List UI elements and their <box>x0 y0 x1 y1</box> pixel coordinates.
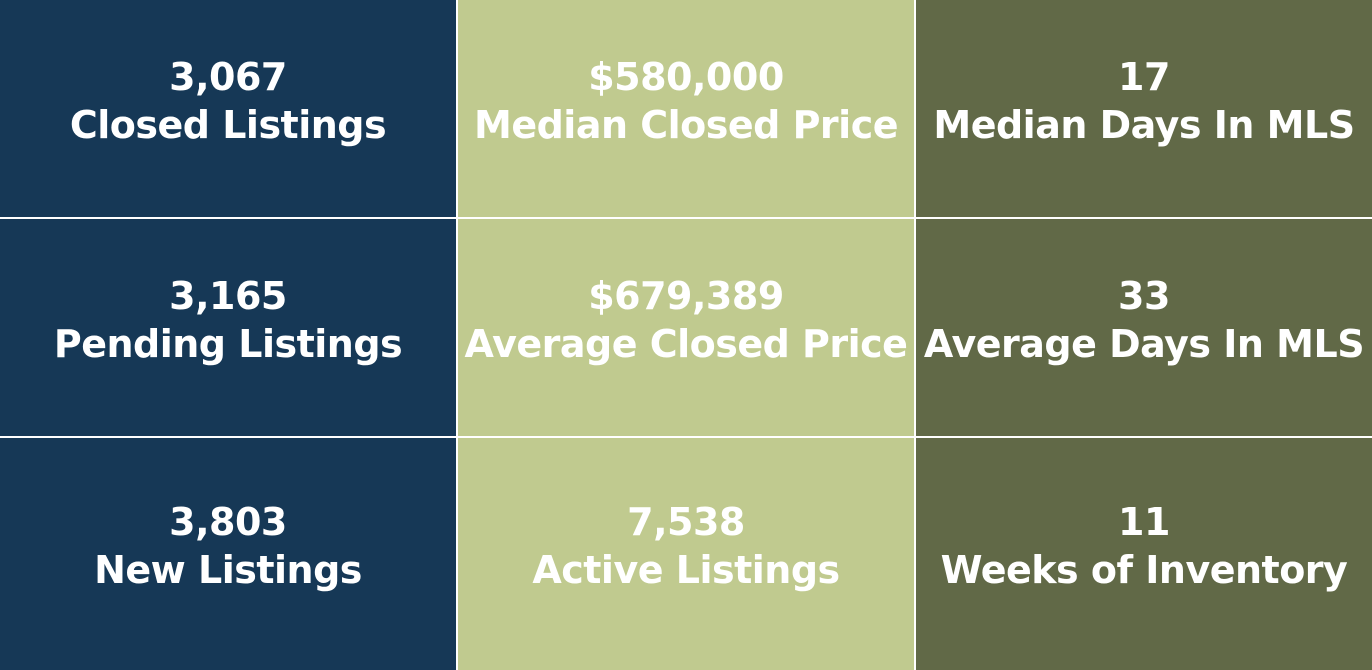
stat-tile-weeks-of-inventory: 11 Weeks of Inventory <box>916 438 1372 670</box>
stat-value: 33 <box>1118 273 1170 318</box>
stat-label: Median Closed Price <box>474 102 899 147</box>
stat-label: Median Days In MLS <box>933 102 1355 147</box>
stat-value: $679,389 <box>588 273 784 318</box>
stat-tile-median-closed-price: $580,000 Median Closed Price <box>458 0 914 217</box>
stat-value: 17 <box>1118 54 1170 99</box>
stat-tile-pending-listings: 3,165 Pending Listings <box>0 219 456 436</box>
stat-label: Active Listings <box>532 548 840 592</box>
stat-tile-average-closed-price: $679,389 Average Closed Price <box>458 219 914 436</box>
stat-value: 3,067 <box>169 54 287 99</box>
stat-value: 3,165 <box>169 273 287 318</box>
stat-label: Average Days In MLS <box>923 321 1365 366</box>
stat-tile-average-days-in-mls: 33 Average Days In MLS <box>916 219 1372 436</box>
stat-label: New Listings <box>94 548 362 592</box>
stat-label: Pending Listings <box>53 321 403 366</box>
stat-tile-active-listings: 7,538 Active Listings <box>458 438 914 670</box>
stat-value: $580,000 <box>588 54 784 99</box>
stat-value: 11 <box>1118 500 1170 544</box>
stat-value: 3,803 <box>169 500 287 544</box>
stat-tile-median-days-in-mls: 17 Median Days In MLS <box>916 0 1372 217</box>
stat-value: 7,538 <box>627 500 745 544</box>
stat-tile-closed-listings: 3,067 Closed Listings <box>0 0 456 217</box>
stat-tile-new-listings: 3,803 New Listings <box>0 438 456 670</box>
stat-label: Closed Listings <box>69 102 387 147</box>
stat-label: Weeks of Inventory <box>940 548 1348 592</box>
stat-label: Average Closed Price <box>464 321 908 366</box>
